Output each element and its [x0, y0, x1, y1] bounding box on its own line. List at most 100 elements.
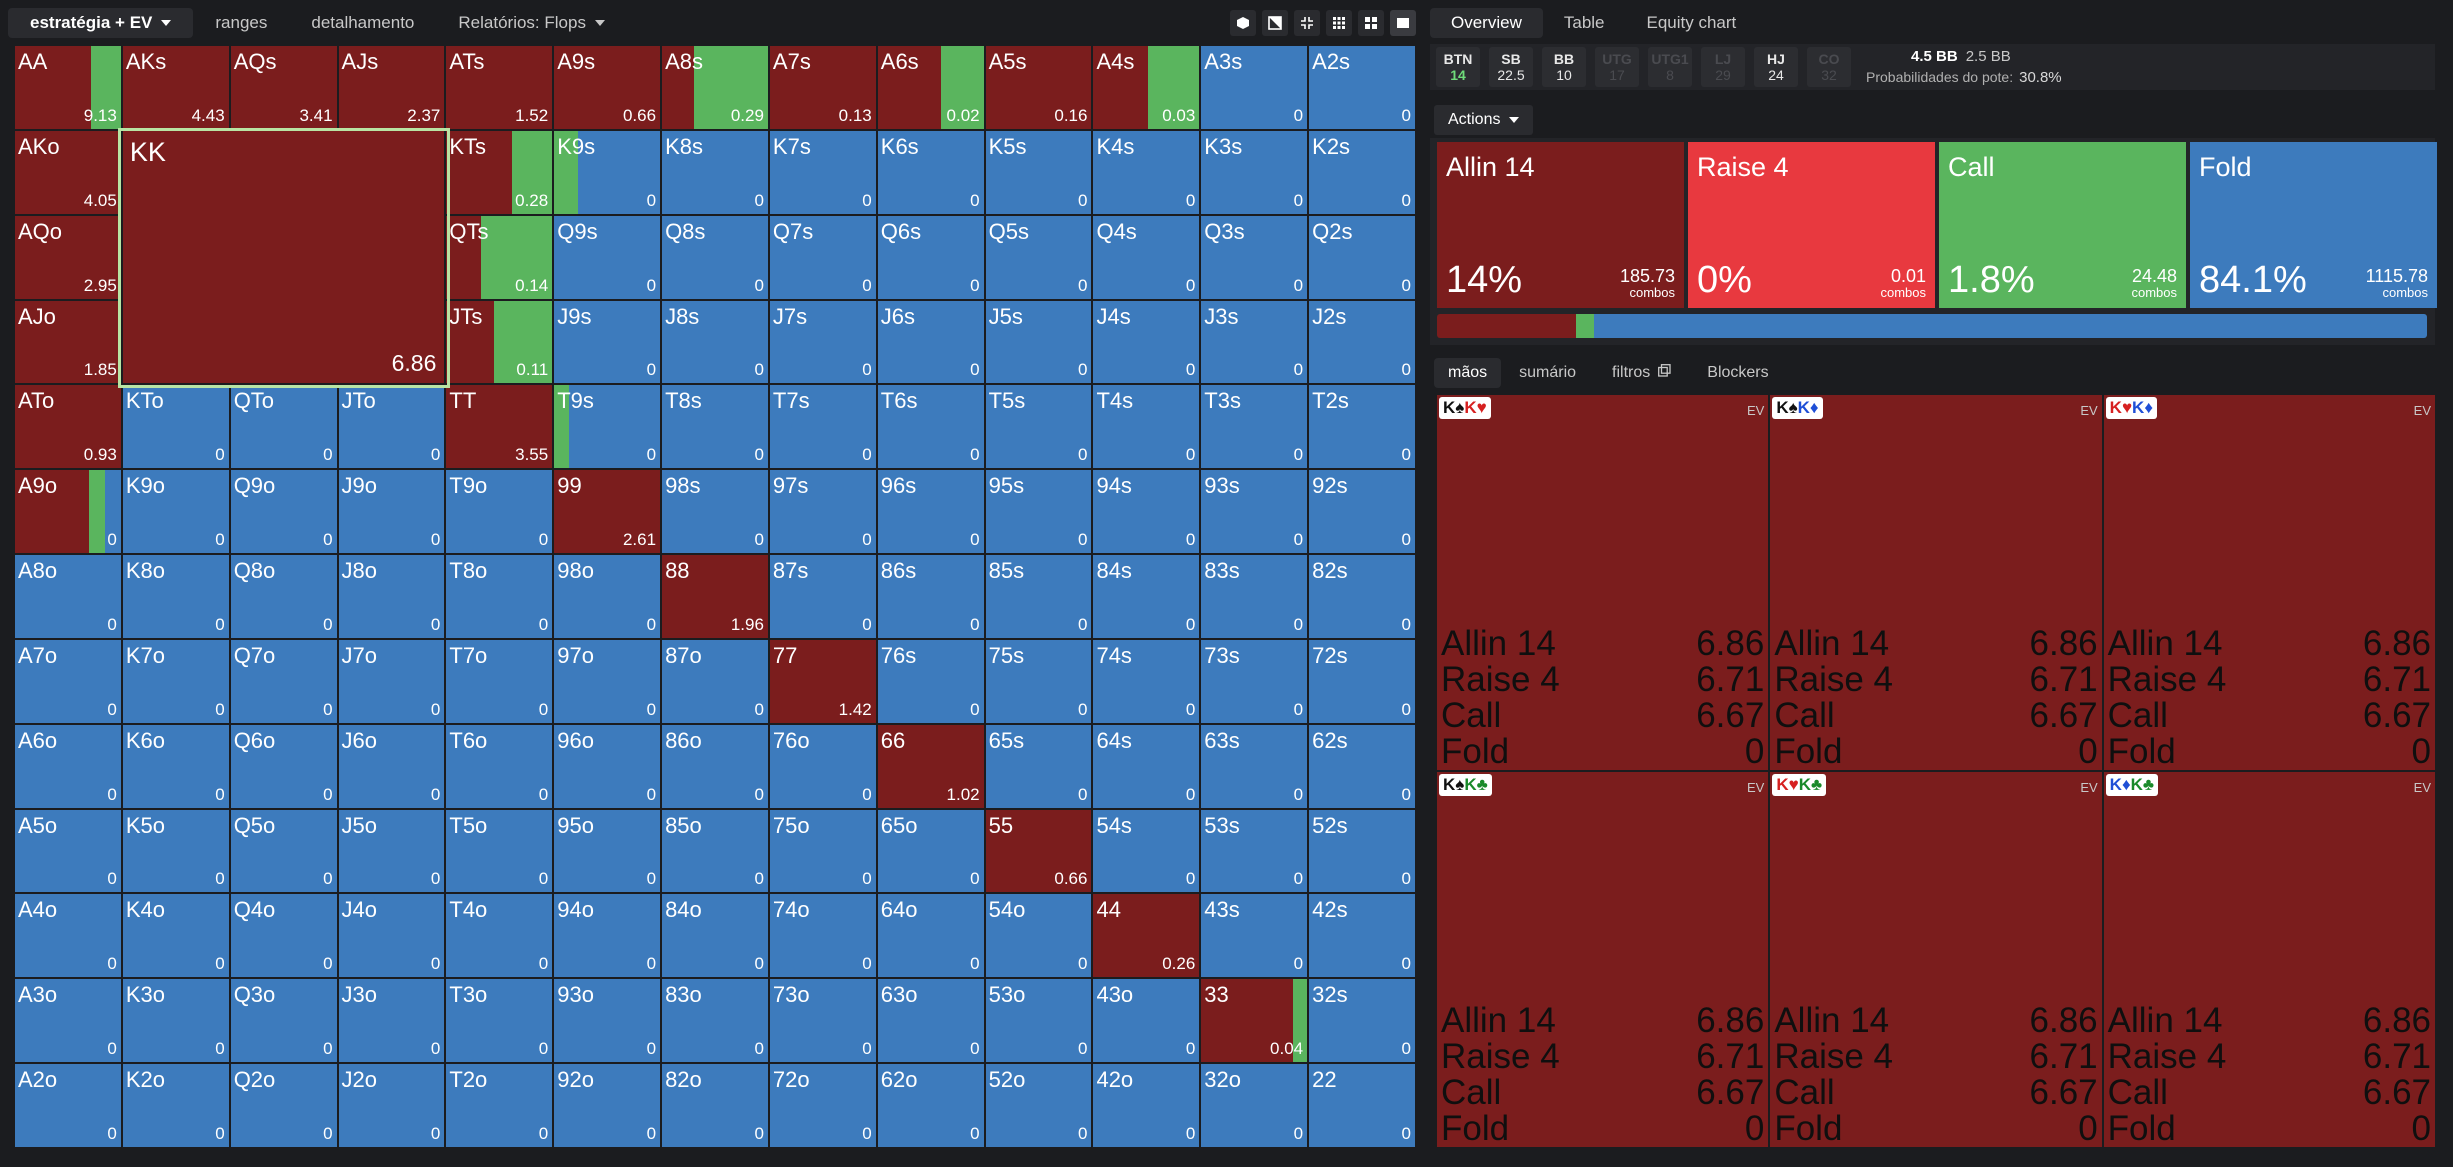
hand-cell-A2s[interactable]: A2s 0 — [1309, 46, 1415, 129]
hand-cell-T5o[interactable]: T5o 0 — [446, 809, 553, 893]
hand-cell-52o[interactable]: 52o 0 — [985, 1064, 1092, 1147]
hand-cell-53o[interactable]: 53o 0 — [985, 979, 1092, 1063]
hand-cell-A6o[interactable]: A6o 0 — [15, 724, 121, 808]
combo-cell[interactable]: K♠K♦ EV Allin 14 6.86 Raise 4 6.71 Call 6.67 Fol… — [1770, 395, 2102, 770]
hand-cell-T5s[interactable]: T5s 0 — [985, 385, 1092, 469]
hand-cell-KTo[interactable]: KTo 0 — [122, 385, 229, 469]
hand-cell-T3o[interactable]: T3o 0 — [446, 979, 553, 1063]
hand-cell-54o[interactable]: 54o 0 — [985, 894, 1092, 978]
hand-tab-3[interactable]: Blockers — [1689, 358, 1786, 388]
hand-cell-76s[interactable]: 76s 0 — [877, 639, 984, 723]
hand-cell-A4s[interactable]: A4s 0.03 — [1093, 46, 1200, 129]
hand-cell-83o[interactable]: 83o 0 — [662, 979, 768, 1063]
hand-cell-A7s[interactable]: A7s 0.13 — [769, 46, 876, 129]
hand-cell-84o[interactable]: 84o 0 — [662, 894, 768, 978]
hand-cell-Q4o[interactable]: Q4o 0 — [230, 894, 337, 978]
hand-cell-Q5o[interactable]: Q5o 0 — [230, 809, 337, 893]
hand-cell-A8s[interactable]: A8s 0.29 — [662, 46, 768, 129]
hand-cell-Q6o[interactable]: Q6o 0 — [230, 724, 337, 808]
actions-dropdown-button[interactable]: Actions — [1434, 105, 1534, 135]
hand-cell-Q5s[interactable]: Q5s 0 — [985, 215, 1092, 299]
hand-cell-Q8s[interactable]: Q8s 0 — [662, 215, 768, 299]
hand-cell-A3o[interactable]: A3o 0 — [15, 979, 121, 1063]
position-sb[interactable]: SB 22.5 — [1489, 47, 1533, 87]
hand-cell-J8o[interactable]: J8o 0 — [338, 555, 445, 638]
hand-cell-74s[interactable]: 74s 0 — [1093, 639, 1200, 723]
hand-cell-A5o[interactable]: A5o 0 — [15, 809, 121, 893]
hand-cell-A9o[interactable]: A9o 0 — [15, 470, 121, 554]
hand-cell-J7o[interactable]: J7o 0 — [338, 639, 445, 723]
hand-cell-87o[interactable]: 87o 0 — [662, 639, 768, 723]
hand-cell-64o[interactable]: 64o 0 — [877, 894, 984, 978]
hand-cell-82o[interactable]: 82o 0 — [662, 1064, 768, 1147]
hand-cell-73s[interactable]: 73s 0 — [1201, 639, 1308, 723]
hand-cell-K8o[interactable]: K8o 0 — [122, 555, 229, 638]
hand-cell-J6s[interactable]: J6s 0 — [877, 300, 984, 384]
hand-cell-T7o[interactable]: T7o 0 — [446, 639, 553, 723]
hand-cell-A4o[interactable]: A4o 0 — [15, 894, 121, 978]
hand-cell-AJs[interactable]: AJs 2.37 — [338, 46, 445, 129]
hand-cell-92s[interactable]: 92s 0 — [1309, 470, 1415, 554]
hand-cell-AJo[interactable]: AJo 1.85 — [15, 300, 121, 384]
hand-cell-98o[interactable]: 98o 0 — [554, 555, 661, 638]
cube-icon[interactable] — [1230, 10, 1256, 36]
hand-cell-T4o[interactable]: T4o 0 — [446, 894, 553, 978]
hand-cell-63o[interactable]: 63o 0 — [877, 979, 984, 1063]
hand-cell-A8o[interactable]: A8o 0 — [15, 555, 121, 638]
hand-cell-Q8o[interactable]: Q8o 0 — [230, 555, 337, 638]
hand-cell-43s[interactable]: 43s 0 — [1201, 894, 1308, 978]
hand-cell-K4o[interactable]: K4o 0 — [122, 894, 229, 978]
hand-cell-Q3o[interactable]: Q3o 0 — [230, 979, 337, 1063]
hand-cell-Q7s[interactable]: Q7s 0 — [769, 215, 876, 299]
hand-cell-96o[interactable]: 96o 0 — [554, 724, 661, 808]
hand-cell-A9s[interactable]: A9s 0.66 — [554, 46, 661, 129]
hand-cell-ATs[interactable]: ATs 1.52 — [446, 46, 553, 129]
hand-cell-T8s[interactable]: T8s 0 — [662, 385, 768, 469]
grid-large-icon[interactable] — [1358, 10, 1384, 36]
hand-cell-J3s[interactable]: J3s 0 — [1201, 300, 1308, 384]
square-icon[interactable] — [1390, 10, 1416, 36]
hand-cell-QTo[interactable]: QTo 0 — [230, 385, 337, 469]
action-card-raise[interactable]: Raise 4 0% 0.01 combos — [1688, 142, 1935, 308]
hand-cell-32o[interactable]: 32o 0 — [1201, 1064, 1308, 1147]
position-lj[interactable]: LJ 29 — [1701, 47, 1745, 87]
hand-cell-KTs[interactable]: KTs 0.28 — [446, 130, 553, 214]
hand-cell-62o[interactable]: 62o 0 — [877, 1064, 984, 1147]
tab-equity-chart[interactable]: Equity chart — [1646, 13, 1737, 32]
hand-cell-T2s[interactable]: T2s 0 — [1309, 385, 1415, 469]
position-utg1[interactable]: UTG1 8 — [1648, 47, 1692, 87]
hand-cell-J4s[interactable]: J4s 0 — [1093, 300, 1200, 384]
contrast-icon[interactable] — [1262, 10, 1288, 36]
hand-cell-77[interactable]: 77 1.42 — [769, 639, 876, 723]
hand-cell-42s[interactable]: 42s 0 — [1309, 894, 1415, 978]
hand-cell-K3s[interactable]: K3s 0 — [1201, 130, 1308, 214]
hand-cell-K9s[interactable]: K9s 0 — [554, 130, 661, 214]
hand-cell-T6s[interactable]: T6s 0 — [877, 385, 984, 469]
hand-tab-0[interactable]: mãos — [1434, 358, 1502, 388]
hand-cell-JTo[interactable]: JTo 0 — [338, 385, 445, 469]
hand-cell-K7o[interactable]: K7o 0 — [122, 639, 229, 723]
position-co[interactable]: CO 32 — [1807, 47, 1851, 87]
hand-cell-94o[interactable]: 94o 0 — [554, 894, 661, 978]
position-utg[interactable]: UTG 17 — [1595, 47, 1639, 87]
hand-cell-J2o[interactable]: J2o 0 — [338, 1064, 445, 1147]
hand-cell-KK[interactable]: KK 6.86 — [122, 130, 445, 384]
hand-cell-88[interactable]: 88 1.96 — [662, 555, 768, 638]
hand-cell-AQs[interactable]: AQs 3.41 — [230, 46, 337, 129]
hand-cell-94s[interactable]: 94s 0 — [1093, 470, 1200, 554]
hand-cell-J9s[interactable]: J9s 0 — [554, 300, 661, 384]
hand-cell-53s[interactable]: 53s 0 — [1201, 809, 1308, 893]
hand-cell-85s[interactable]: 85s 0 — [985, 555, 1092, 638]
hand-cell-K8s[interactable]: K8s 0 — [662, 130, 768, 214]
hand-tab-1[interactable]: sumário — [1501, 358, 1594, 388]
hand-cell-Q6s[interactable]: Q6s 0 — [877, 215, 984, 299]
action-card-allin[interactable]: Allin 14 14% 185.73 combos — [1437, 142, 1684, 308]
hand-cell-K9o[interactable]: K9o 0 — [122, 470, 229, 554]
hand-cell-J6o[interactable]: J6o 0 — [338, 724, 445, 808]
position-bb[interactable]: BB 10 — [1542, 47, 1586, 87]
hand-cell-93o[interactable]: 93o 0 — [554, 979, 661, 1063]
hand-cell-AKs[interactable]: AKs 4.43 — [122, 46, 229, 129]
hand-cell-74o[interactable]: 74o 0 — [769, 894, 876, 978]
hand-cell-43o[interactable]: 43o 0 — [1093, 979, 1200, 1063]
hand-cell-J5o[interactable]: J5o 0 — [338, 809, 445, 893]
